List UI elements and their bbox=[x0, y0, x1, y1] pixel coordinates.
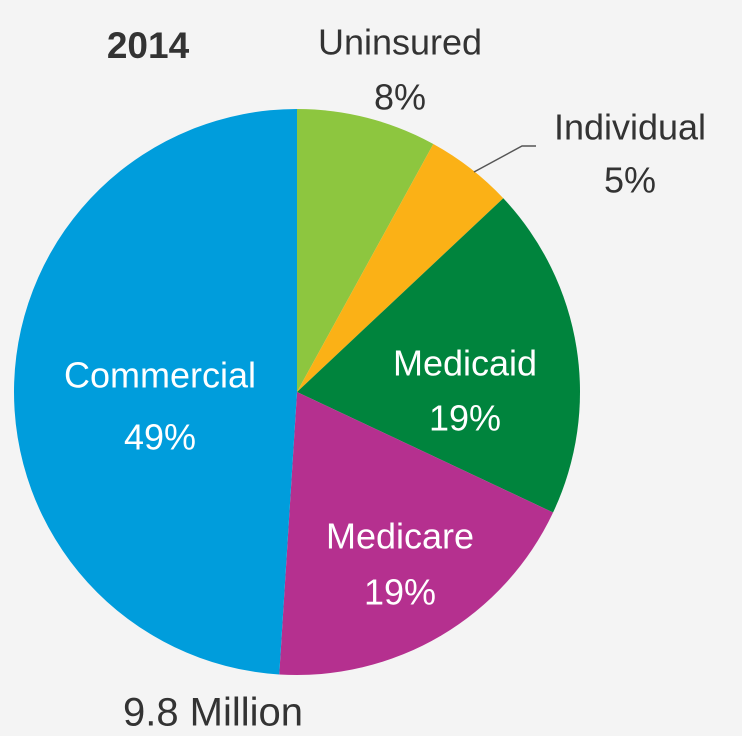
pie-slice bbox=[279, 392, 554, 675]
slice-label: Individual bbox=[554, 107, 706, 148]
slice-label: Uninsured bbox=[318, 22, 482, 63]
pie-slice bbox=[297, 144, 504, 392]
pie-slice bbox=[13, 109, 297, 675]
pie bbox=[13, 109, 580, 675]
caption: 9.8 Million bbox=[123, 691, 303, 735]
value-label: 49% bbox=[124, 417, 196, 458]
slice-label: Medicare bbox=[326, 516, 474, 557]
leader-line bbox=[473, 145, 536, 173]
slice-label: Commercial bbox=[64, 355, 256, 396]
slice-label: Medicaid bbox=[393, 343, 537, 384]
value-label: 5% bbox=[604, 160, 656, 201]
chart-title: 2014 bbox=[107, 25, 190, 66]
value-label: 19% bbox=[364, 572, 436, 613]
pie-slice bbox=[297, 198, 580, 513]
value-label: 19% bbox=[429, 398, 501, 439]
pie-slice bbox=[297, 109, 434, 392]
value-label: 8% bbox=[374, 77, 426, 118]
